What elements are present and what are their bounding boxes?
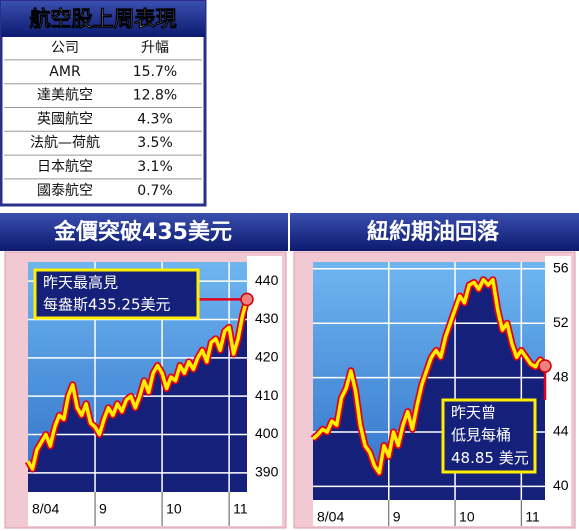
y-tick-label: 56 <box>553 260 569 276</box>
end-point <box>240 292 254 307</box>
table-cell: 12.8% <box>133 88 177 104</box>
x-tick-label: 10 <box>459 509 475 525</box>
y-tick-label: 40 <box>553 477 569 493</box>
x-axis-strip <box>313 500 545 526</box>
chart-title-bar <box>290 213 579 251</box>
x-tick-label: 11 <box>525 509 540 525</box>
table-cell: AMR <box>49 64 81 80</box>
table-cell: 法航—荷航 <box>30 135 100 151</box>
table-cell: 15.7% <box>133 64 177 80</box>
annotation: 昨天曾 <box>451 404 496 422</box>
annotation-box <box>441 398 537 474</box>
annotation: 昨天最高見 <box>43 274 118 292</box>
y-tick-label: 400 <box>255 425 279 441</box>
chart-title: 紐約期油回落 <box>367 219 500 245</box>
table-title: 航空股上周表現 <box>30 7 177 31</box>
annotation: 48.85 美元 <box>451 449 529 467</box>
table-cell: 0.7% <box>137 183 173 199</box>
table-header: 升幅 <box>141 40 169 56</box>
chart-title: 金價突破435美元 <box>53 219 232 245</box>
x-tick-label: 9 <box>393 509 401 525</box>
table-cell: 4.3% <box>137 111 173 127</box>
annotation-box <box>33 268 200 320</box>
x-tick-label: 9 <box>99 501 107 517</box>
line <box>311 277 547 475</box>
x-tick-label: 10 <box>166 501 182 517</box>
table-cell: 英國航空 <box>37 110 93 127</box>
table-cell: 日本航空 <box>37 159 93 175</box>
y-tick-label: 420 <box>255 349 279 365</box>
y-tick-label: 410 <box>255 387 279 403</box>
table-body: 公司 升幅 AMR 15.7% 達美航空 12.8% 英國航空 4.3% 法航—荷航 3.5% 日本… <box>4 40 202 199</box>
table-header: 公司 <box>51 40 79 56</box>
area-fill <box>28 299 247 492</box>
y-axis-strip <box>545 256 571 526</box>
table-cell: 達美航空 <box>37 88 93 104</box>
table-title-bar <box>1 1 205 37</box>
x-tick-label: 8/04 <box>317 509 344 525</box>
table-cell: 3.1% <box>137 159 173 175</box>
x-tick-label: 8/04 <box>32 501 59 517</box>
table-cell: 3.5% <box>137 135 173 151</box>
y-tick-label: 440 <box>255 272 279 288</box>
x-tick-label: 11 <box>233 501 248 517</box>
chart-title-bar <box>0 213 288 251</box>
annotation: 每盎斯435.25美元 <box>43 296 171 314</box>
table-cell: 國泰航空 <box>37 183 93 199</box>
y-tick-label: 52 <box>553 314 569 330</box>
y-tick-label: 390 <box>255 464 279 480</box>
end-point <box>538 359 552 373</box>
y-tick-label: 48 <box>553 368 569 384</box>
annotation: 低見每桶 <box>451 426 511 444</box>
y-tick-label: 44 <box>553 423 569 439</box>
charts: 金價突破435美元 390 400 410 420 430 440 8/04 9 10 11 昨天最高… <box>4 219 576 529</box>
x-axis-strip <box>28 492 247 526</box>
y-tick-label: 430 <box>255 310 279 326</box>
line <box>26 298 249 471</box>
